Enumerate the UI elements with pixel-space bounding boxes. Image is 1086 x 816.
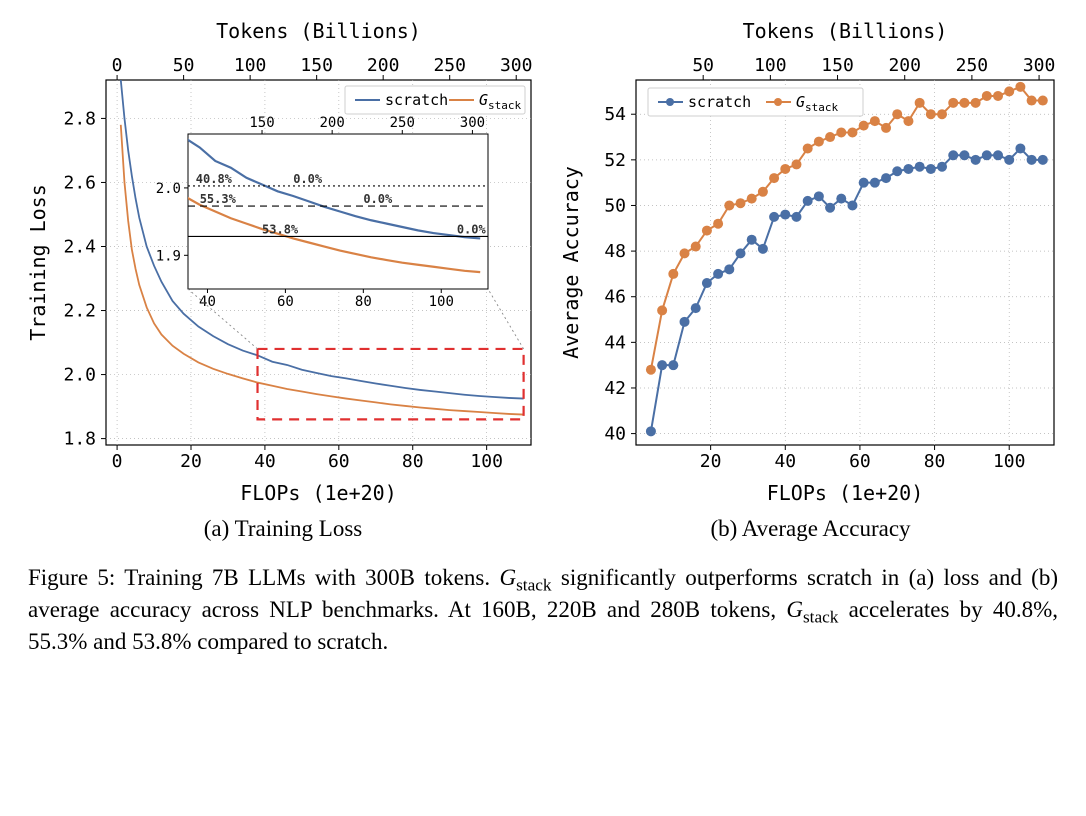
svg-text:0.0%: 0.0% — [456, 222, 486, 236]
svg-text:100: 100 — [992, 451, 1025, 472]
svg-text:150: 150 — [249, 115, 274, 131]
svg-text:2.0: 2.0 — [155, 181, 180, 197]
svg-text:60: 60 — [849, 451, 871, 472]
svg-text:20: 20 — [180, 451, 202, 472]
svg-text:250: 250 — [433, 55, 466, 76]
svg-text:46: 46 — [604, 287, 626, 308]
panel-a: 0 20 40 60 80 100 1.8 2.0 2.2 2.4 2.6 2.8 0 50 100 150 2… — [21, 20, 546, 542]
svg-text:80: 80 — [923, 451, 945, 472]
svg-text:50: 50 — [172, 55, 194, 76]
svg-text:0: 0 — [111, 451, 122, 472]
svg-text:0.0%: 0.0% — [363, 192, 393, 206]
svg-text:2.6: 2.6 — [63, 172, 96, 193]
svg-text:44: 44 — [604, 332, 626, 353]
svg-text:42: 42 — [604, 378, 626, 399]
svg-text:40: 40 — [199, 294, 216, 310]
svg-text:100: 100 — [754, 55, 787, 76]
svg-text:250: 250 — [389, 115, 414, 131]
figure-number: Figure 5: — [28, 565, 115, 590]
svg-text:40: 40 — [254, 451, 276, 472]
svg-text:250: 250 — [955, 55, 988, 76]
svg-text:150: 150 — [300, 55, 333, 76]
svg-text:Training Loss: Training Loss — [26, 184, 50, 341]
average-accuracy-chart: 20 40 60 80 100 40 42 44 46 48 50 52 54 50 100 150 200 25… — [556, 20, 1066, 510]
panel-b: 20 40 60 80 100 40 42 44 46 48 50 52 54 50 100 150 200 25… — [556, 20, 1066, 542]
svg-text:FLOPs (1e+20): FLOPs (1e+20) — [766, 481, 923, 505]
svg-text:100: 100 — [233, 55, 266, 76]
svg-text:200: 200 — [888, 55, 921, 76]
figure-row: 0204060801001.82.02.22.42.62.80501001502… — [20, 20, 1066, 542]
svg-text:50: 50 — [692, 55, 714, 76]
svg-text:2.0: 2.0 — [63, 365, 96, 386]
svg-text:80: 80 — [354, 294, 371, 310]
svg-text:55.3%: 55.3% — [199, 192, 236, 206]
svg-text:100: 100 — [470, 451, 503, 472]
svg-text:48: 48 — [604, 241, 626, 262]
svg-text:150: 150 — [821, 55, 854, 76]
svg-text:40.8%: 40.8% — [195, 172, 232, 186]
svg-text:60: 60 — [276, 294, 293, 310]
svg-text:50: 50 — [604, 195, 626, 216]
svg-text:53.8%: 53.8% — [262, 222, 299, 236]
svg-text:52: 52 — [604, 150, 626, 171]
svg-text:1.8: 1.8 — [63, 429, 96, 450]
svg-text:40: 40 — [774, 451, 796, 472]
svg-text:scratch: scratch — [688, 93, 751, 111]
figure-caption: Figure 5: Training 7B LLMs with 300B tok… — [28, 564, 1058, 657]
svg-text:2.4: 2.4 — [63, 236, 96, 257]
svg-text:300: 300 — [1022, 55, 1055, 76]
svg-text:scratch: scratch — [385, 91, 448, 109]
svg-text:FLOPs (1e+20): FLOPs (1e+20) — [240, 481, 397, 505]
svg-text:60: 60 — [327, 451, 349, 472]
caption-body: Training 7B LLMs with 300B tokens. Gstac… — [28, 565, 1058, 654]
training-loss-chart: 0 20 40 60 80 100 1.8 2.0 2.2 2.4 2.6 2.8 0 50 100 150 2… — [21, 20, 546, 510]
svg-text:2.8: 2.8 — [63, 108, 96, 129]
svg-text:200: 200 — [366, 55, 399, 76]
svg-text:20: 20 — [699, 451, 721, 472]
svg-text:0: 0 — [111, 55, 122, 76]
svg-text:Average Accuracy: Average Accuracy — [559, 166, 583, 359]
svg-text:Tokens (Billions): Tokens (Billions) — [216, 20, 421, 43]
svg-text:300: 300 — [499, 55, 532, 76]
svg-text:54: 54 — [604, 104, 626, 125]
svg-text:80: 80 — [401, 451, 423, 472]
svg-text:0.0%: 0.0% — [293, 172, 323, 186]
subcaption-a: (a) Training Loss — [204, 516, 362, 542]
svg-text:1.9: 1.9 — [155, 248, 180, 264]
svg-text:2.2: 2.2 — [63, 301, 96, 322]
subcaption-b: (b) Average Accuracy — [710, 516, 910, 542]
svg-text:200: 200 — [319, 115, 344, 131]
svg-text:Tokens (Billions): Tokens (Billions) — [742, 20, 947, 43]
svg-text:100: 100 — [428, 294, 453, 310]
svg-text:300: 300 — [459, 115, 484, 131]
svg-text:40: 40 — [604, 424, 626, 445]
